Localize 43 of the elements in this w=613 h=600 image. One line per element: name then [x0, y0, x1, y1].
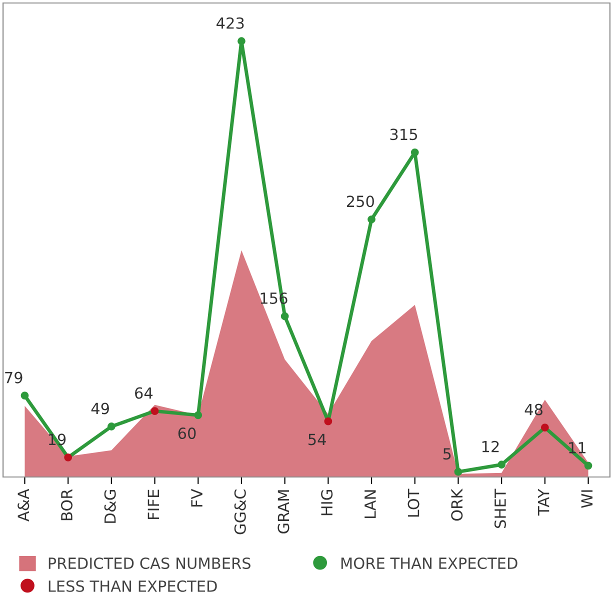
data-label: 5 — [443, 448, 451, 460]
x-tick-label: TAY — [538, 488, 550, 516]
point — [64, 453, 72, 462]
point — [324, 417, 332, 426]
x-tick-label: SHET — [494, 488, 506, 528]
legend-label: LESS THAN EXPECTED — [48, 580, 217, 592]
point — [20, 392, 29, 400]
data-label: 250 — [346, 196, 374, 208]
point — [540, 424, 549, 432]
x-tick-label: HIG — [321, 490, 333, 516]
x-tick-label: FIFE — [148, 490, 159, 520]
data-label: 423 — [216, 17, 244, 29]
point — [280, 312, 289, 320]
data-label: 64 — [135, 387, 153, 399]
x-tick-label: ORK — [451, 488, 463, 521]
point — [410, 148, 419, 156]
point — [454, 468, 462, 476]
data-label: 49 — [91, 402, 109, 414]
point — [498, 460, 506, 469]
x-tick-label: LAN — [364, 490, 376, 518]
point — [107, 422, 116, 430]
data-label: 79 — [5, 372, 22, 384]
data-label: 315 — [390, 128, 418, 140]
point — [238, 37, 246, 46]
x-tick-label: BOR — [60, 489, 73, 520]
data-label: 19 — [48, 434, 66, 446]
point — [150, 407, 159, 416]
data-label: 54 — [308, 434, 326, 446]
x-tick-label: A&A — [18, 488, 30, 522]
point — [584, 462, 592, 470]
x-tick-label: FV — [191, 488, 202, 507]
data-label: 12 — [482, 440, 499, 452]
data-label: 60 — [178, 427, 196, 440]
point — [194, 411, 202, 420]
x-tick-label: D&G — [104, 490, 116, 523]
point — [368, 215, 376, 224]
x-tick-label: GG&C — [234, 490, 246, 534]
x-tick-label: LOT — [408, 488, 420, 517]
legend-label: PREDICTED CAS NUMBERS — [48, 557, 250, 570]
x-tick-label: WI — [581, 490, 592, 508]
data-label: 11 — [569, 442, 586, 454]
x-tick-label: GRAM — [278, 490, 290, 534]
legend-label: MORE THAN EXPECTED — [341, 557, 518, 570]
